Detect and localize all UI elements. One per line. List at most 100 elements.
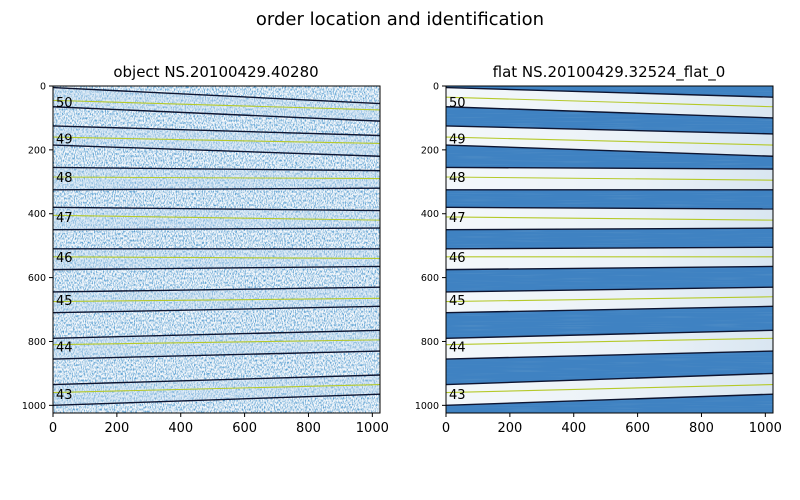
order-center-line bbox=[446, 337, 773, 346]
order-edge-line bbox=[446, 393, 773, 407]
y-tick-label: 1000 bbox=[22, 401, 46, 412]
order-edge-line bbox=[53, 305, 380, 314]
order-center-line bbox=[53, 136, 380, 145]
order-edge-line bbox=[446, 305, 773, 314]
order-center-line bbox=[446, 296, 773, 303]
order-edge-line bbox=[53, 227, 380, 231]
x-tick-label: 400 bbox=[561, 421, 586, 436]
order-label: 48 bbox=[56, 171, 73, 186]
x-tick-label: 200 bbox=[497, 421, 522, 436]
y-tick-label: 1000 bbox=[415, 401, 439, 412]
order-band bbox=[446, 247, 773, 270]
order-label: 50 bbox=[56, 96, 73, 111]
order-overlay: 50 49 48 47 46 45 44 43 bbox=[53, 86, 380, 407]
y-tick-label: 800 bbox=[421, 337, 439, 348]
order-center-line bbox=[53, 99, 380, 111]
order-edge-line bbox=[446, 227, 773, 231]
order-center-line bbox=[53, 339, 380, 346]
figure-suptitle: order location and identification bbox=[256, 9, 544, 30]
order-edge-line bbox=[446, 106, 773, 119]
order-center-line bbox=[53, 256, 380, 259]
order-edge-line bbox=[53, 125, 380, 137]
axes-frame bbox=[445, 85, 774, 414]
order-edge-line bbox=[446, 166, 773, 170]
order-band bbox=[446, 287, 773, 313]
x-tick-label: 1000 bbox=[356, 421, 389, 436]
order-center-line bbox=[446, 384, 773, 394]
order-band bbox=[53, 207, 380, 230]
order-edge-line bbox=[446, 246, 773, 250]
x-tick-label: 800 bbox=[296, 421, 321, 436]
order-edge-line bbox=[446, 206, 773, 210]
order-overlay: 50 49 48 47 46 45 44 43 bbox=[446, 86, 773, 407]
order-center-line bbox=[446, 136, 773, 146]
panel-object: object NS.20100429.40280 50 49 48 47 46 45 44 4… bbox=[22, 63, 389, 436]
order-edge-line bbox=[53, 286, 380, 293]
y-tick-label: 0 bbox=[433, 82, 439, 93]
order-band bbox=[53, 167, 380, 190]
order-edge-line bbox=[53, 393, 380, 407]
panel-title: flat NS.20100429.32524_flat_0 bbox=[493, 63, 726, 82]
panel-title: object NS.20100429.40280 bbox=[113, 63, 318, 81]
order-edge-line bbox=[446, 329, 773, 339]
order-edge-line bbox=[53, 144, 380, 157]
order-label: 46 bbox=[56, 251, 73, 266]
y-tick-label: 400 bbox=[28, 209, 46, 220]
order-label: 48 bbox=[449, 171, 466, 186]
order-band bbox=[53, 87, 380, 122]
y-tick-label: 800 bbox=[28, 337, 46, 348]
x-tick-label: 400 bbox=[168, 421, 193, 436]
order-edge-line bbox=[53, 86, 380, 105]
order-edge-line bbox=[53, 350, 380, 360]
order-edge-line bbox=[446, 372, 773, 386]
order-label: 43 bbox=[56, 388, 73, 403]
order-edge-line bbox=[53, 206, 380, 212]
y-tick-label: 600 bbox=[28, 273, 46, 284]
order-center-line bbox=[446, 96, 773, 108]
y-tick-label: 0 bbox=[40, 82, 46, 93]
order-edge-line bbox=[446, 265, 773, 271]
order-edge-line bbox=[53, 265, 380, 271]
axes-frame bbox=[52, 85, 381, 414]
y-tick-label: 200 bbox=[421, 145, 439, 156]
order-band bbox=[446, 373, 773, 406]
order-edge-line bbox=[446, 286, 773, 293]
x-tick-label: 200 bbox=[104, 421, 129, 436]
y-tick-label: 400 bbox=[421, 209, 439, 220]
x-tick-label: 800 bbox=[689, 421, 714, 436]
order-center-line bbox=[53, 384, 380, 394]
x-tick-label: 1000 bbox=[749, 421, 782, 436]
order-edge-line bbox=[53, 106, 380, 122]
order-edge-line bbox=[446, 86, 773, 98]
order-label: 47 bbox=[56, 211, 73, 226]
order-label: 49 bbox=[56, 133, 73, 148]
order-label: 44 bbox=[56, 340, 73, 355]
y-tick-label: 600 bbox=[421, 273, 439, 284]
order-edge-line bbox=[53, 187, 380, 191]
order-edge-line bbox=[446, 350, 773, 360]
order-label: 45 bbox=[449, 294, 466, 309]
order-band bbox=[53, 248, 380, 270]
x-tick-label: 600 bbox=[232, 421, 257, 436]
order-edge-line bbox=[53, 374, 380, 386]
order-label: 50 bbox=[449, 96, 466, 111]
x-tick-label: 600 bbox=[625, 421, 650, 436]
y-tick-label: 200 bbox=[28, 145, 46, 156]
order-edge-line bbox=[53, 166, 380, 172]
order-band bbox=[446, 330, 773, 360]
flat-image bbox=[446, 86, 773, 413]
order-center-line bbox=[53, 297, 380, 303]
order-center-line bbox=[446, 176, 773, 181]
order-label: 44 bbox=[449, 340, 466, 355]
order-edge-line bbox=[446, 125, 773, 135]
order-label: 43 bbox=[449, 388, 466, 403]
panel-flat: flat NS.20100429.32524_flat_0 50 49 48 47 46… bbox=[415, 63, 782, 436]
order-label: 49 bbox=[449, 133, 466, 148]
order-center-line bbox=[446, 216, 773, 221]
order-label: 45 bbox=[56, 294, 73, 309]
x-tick-label: 0 bbox=[442, 421, 450, 436]
order-band bbox=[53, 330, 380, 360]
